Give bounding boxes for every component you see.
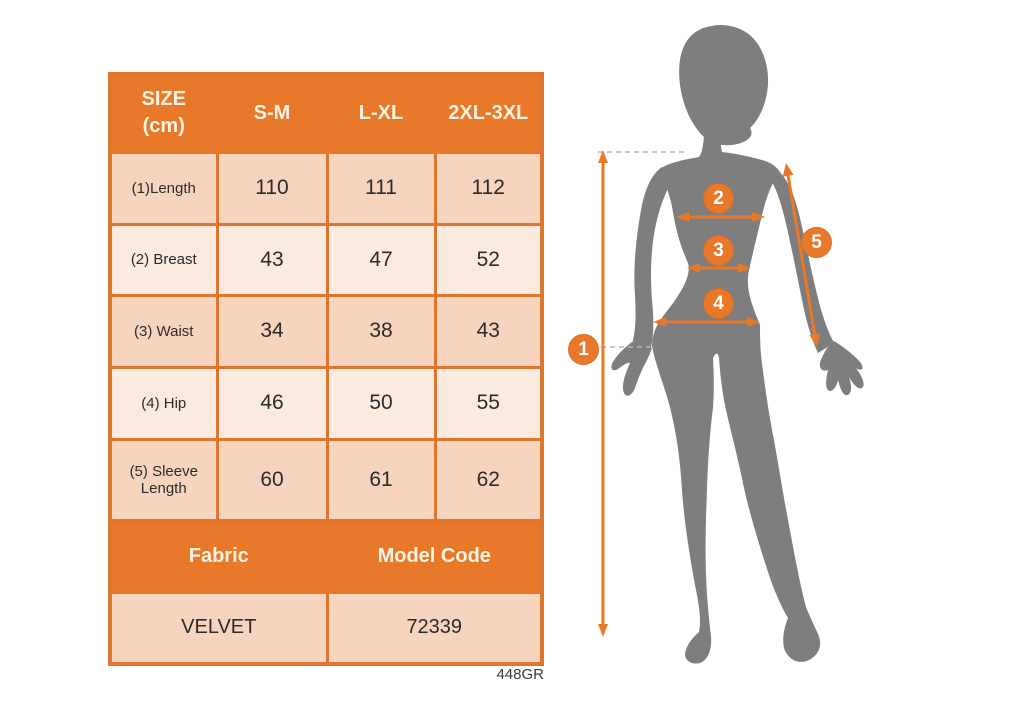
size-table: SIZE (cm) S-M L-XL 2XL-3XL (1)Length 110… xyxy=(108,72,544,666)
arrow-sleeve xyxy=(782,163,821,347)
table-row-waist: (3) Waist 34 38 43 xyxy=(108,293,544,369)
measure-badge-3: 3 xyxy=(703,235,734,266)
row-value: 52 xyxy=(433,222,544,297)
table-row-hip: (4) Hip 46 50 55 xyxy=(108,365,544,441)
silhouette-head xyxy=(679,25,769,146)
row-value: 111 xyxy=(325,150,437,226)
column-header-lxl: L-XL xyxy=(325,72,437,154)
silhouette-left-arm xyxy=(632,167,674,352)
model-code-value: 72339 xyxy=(325,590,544,666)
table-row-length: (1)Length 110 111 112 xyxy=(108,150,544,226)
row-value: 62 xyxy=(433,437,544,522)
row-value: 61 xyxy=(325,437,437,522)
silhouette-right-hand xyxy=(819,341,864,396)
arrow-waist xyxy=(687,263,751,273)
column-header-2xl3xl: 2XL-3XL xyxy=(433,72,544,154)
arrow-length xyxy=(598,150,608,637)
silhouette-left-hand xyxy=(611,342,652,396)
row-value: 50 xyxy=(325,365,437,441)
measure-badge-4: 4 xyxy=(703,288,734,319)
size-unit-header: SIZE (cm) xyxy=(108,72,219,154)
column-header-sm: S-M xyxy=(215,72,329,154)
measure-badge-5: 5 xyxy=(801,227,832,258)
arrow-hip xyxy=(653,317,760,327)
product-code: 448GR xyxy=(496,666,544,683)
table-row-breast: (2) Breast 43 47 52 xyxy=(108,222,544,297)
row-value: 38 xyxy=(325,293,437,369)
size-unit-label: SIZE (cm) xyxy=(141,88,186,138)
row-label: (3) Waist xyxy=(108,293,219,369)
row-value: 46 xyxy=(215,365,329,441)
measure-badge-1: 1 xyxy=(568,334,599,365)
row-value: 43 xyxy=(215,222,329,297)
row-value: 110 xyxy=(215,150,329,226)
model-code-header: Model Code xyxy=(325,518,544,594)
row-value: 43 xyxy=(433,293,544,369)
measure-badge-2: 2 xyxy=(703,183,734,214)
table-header-row: SIZE (cm) S-M L-XL 2XL-3XL xyxy=(108,72,544,154)
arrow-breast xyxy=(676,212,765,222)
row-label: (4) Hip xyxy=(108,365,219,441)
fabric-value: VELVET xyxy=(108,590,329,666)
table-row-sleeve-length: (5) Sleeve Length 60 61 62 xyxy=(108,437,544,522)
table-footer-values-row: VELVET 72339 xyxy=(108,590,544,666)
fabric-header: Fabric xyxy=(108,518,329,594)
row-value: 55 xyxy=(433,365,544,441)
row-value: 112 xyxy=(433,150,544,226)
row-label: (1)Length xyxy=(108,150,219,226)
row-value: 47 xyxy=(325,222,437,297)
row-value: 34 xyxy=(215,293,329,369)
table-footer-header-row: Fabric Model Code xyxy=(108,518,544,594)
row-label: (2) Breast xyxy=(108,222,219,297)
row-value: 60 xyxy=(215,437,329,522)
row-label: (5) Sleeve Length xyxy=(108,437,219,522)
